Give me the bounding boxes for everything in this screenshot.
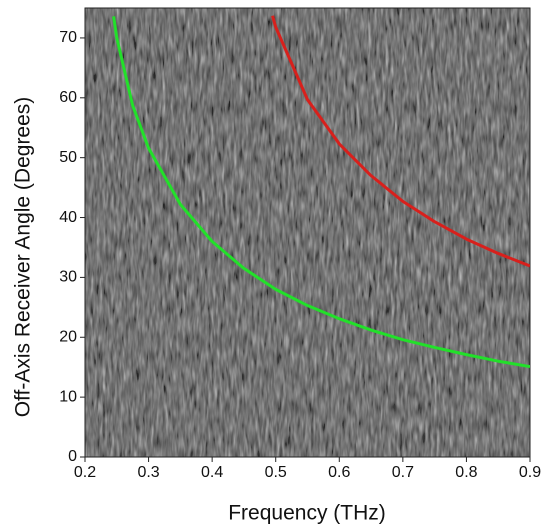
x-tick-label: 0.7 — [392, 464, 414, 481]
x-tick-label: 0.6 — [328, 464, 350, 481]
y-tick-label: 70 — [59, 29, 77, 46]
y-tick-label: 10 — [59, 388, 77, 405]
x-tick-label: 0.2 — [74, 464, 96, 481]
x-axis-title: Frequency (THz) — [228, 502, 386, 525]
plot-frame — [84, 7, 531, 458]
x-tick-label: 0.9 — [519, 464, 541, 481]
y-tick-label: 30 — [59, 269, 77, 286]
spectrogram-texture — [85, 8, 530, 457]
x-tick-label: 0.5 — [265, 464, 287, 481]
y-tick-label: 40 — [59, 209, 77, 226]
curve — [112, 16, 530, 369]
x-tick-label: 0.8 — [455, 464, 477, 481]
x-tick-label: 0.4 — [201, 464, 223, 481]
y-tick-label: 20 — [59, 328, 77, 345]
x-tick-label: 0.3 — [137, 464, 159, 481]
y-axis-title: Off-Axis Receiver Angle (Degrees) — [12, 97, 35, 418]
y-tick-label: 50 — [59, 149, 77, 166]
y-tick-label: 60 — [59, 89, 77, 106]
y-tick-label: 0 — [68, 448, 77, 465]
curve — [271, 15, 530, 268]
